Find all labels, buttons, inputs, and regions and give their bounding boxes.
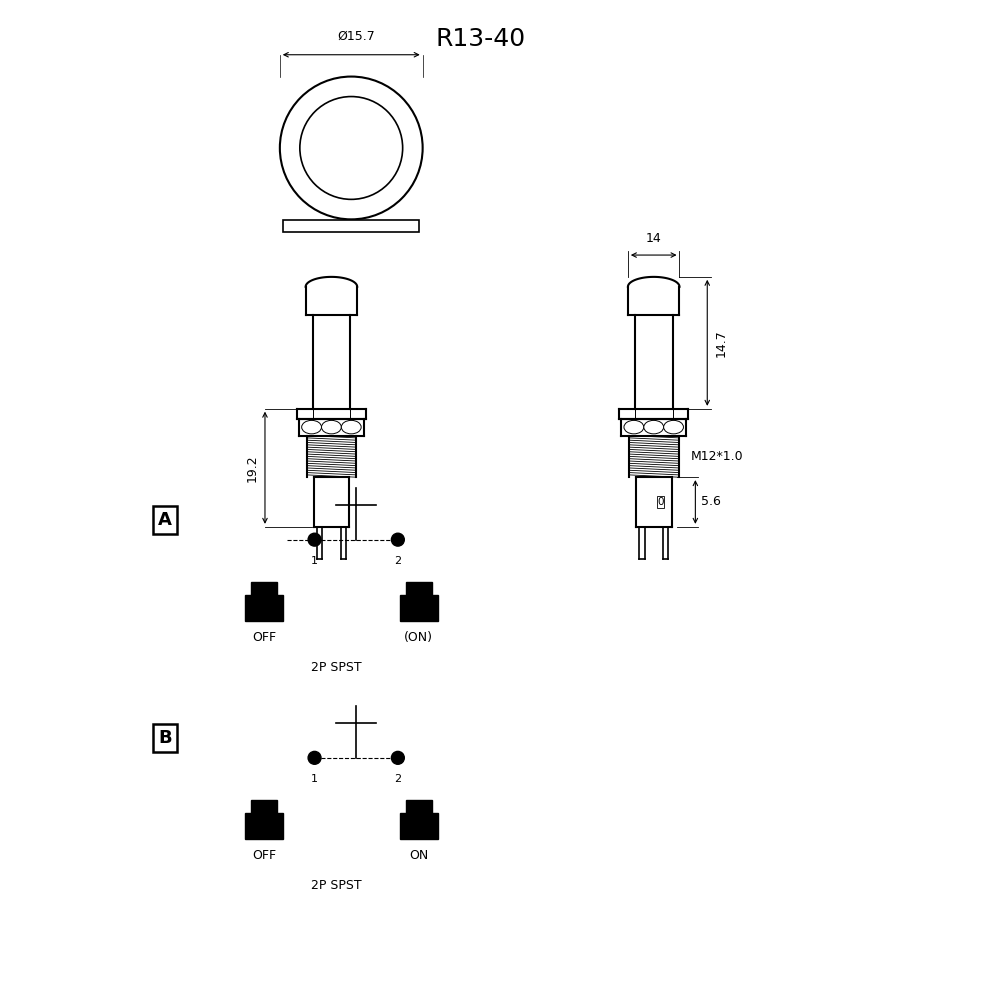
Text: OFF: OFF — [252, 631, 276, 644]
Circle shape — [280, 77, 423, 219]
Text: 0: 0 — [657, 497, 664, 507]
Circle shape — [391, 533, 404, 546]
Text: 14.7: 14.7 — [714, 329, 727, 357]
Bar — [245, 813, 283, 839]
Bar — [406, 582, 432, 595]
Text: R13-40: R13-40 — [435, 27, 525, 51]
Text: 2: 2 — [394, 774, 401, 784]
Text: 1: 1 — [311, 774, 318, 784]
Bar — [245, 595, 283, 621]
Text: B: B — [158, 729, 172, 747]
Text: 2: 2 — [394, 556, 401, 566]
Text: OFF: OFF — [252, 849, 276, 862]
Bar — [400, 813, 438, 839]
Circle shape — [308, 533, 321, 546]
Bar — [251, 582, 277, 595]
Circle shape — [308, 751, 321, 764]
Ellipse shape — [302, 420, 322, 434]
Ellipse shape — [341, 420, 361, 434]
Text: A: A — [158, 511, 172, 529]
Bar — [251, 800, 277, 813]
Text: M12*1.0: M12*1.0 — [690, 450, 743, 463]
Text: 19.2: 19.2 — [246, 454, 259, 482]
Text: 14: 14 — [646, 232, 662, 245]
Bar — [283, 220, 419, 232]
Circle shape — [391, 751, 404, 764]
Bar — [406, 800, 432, 813]
Ellipse shape — [624, 420, 644, 434]
Text: 2P SPST: 2P SPST — [311, 879, 362, 892]
Text: Ø15.7: Ø15.7 — [337, 30, 375, 43]
Text: (ON): (ON) — [404, 631, 433, 644]
Text: 2P SPST: 2P SPST — [311, 661, 362, 674]
Circle shape — [300, 97, 403, 199]
Ellipse shape — [644, 420, 664, 434]
Ellipse shape — [664, 420, 683, 434]
Text: 5.6: 5.6 — [701, 495, 721, 508]
Bar — [400, 595, 438, 621]
Text: ON: ON — [409, 849, 428, 862]
Text: 1: 1 — [311, 556, 318, 566]
Ellipse shape — [322, 420, 341, 434]
